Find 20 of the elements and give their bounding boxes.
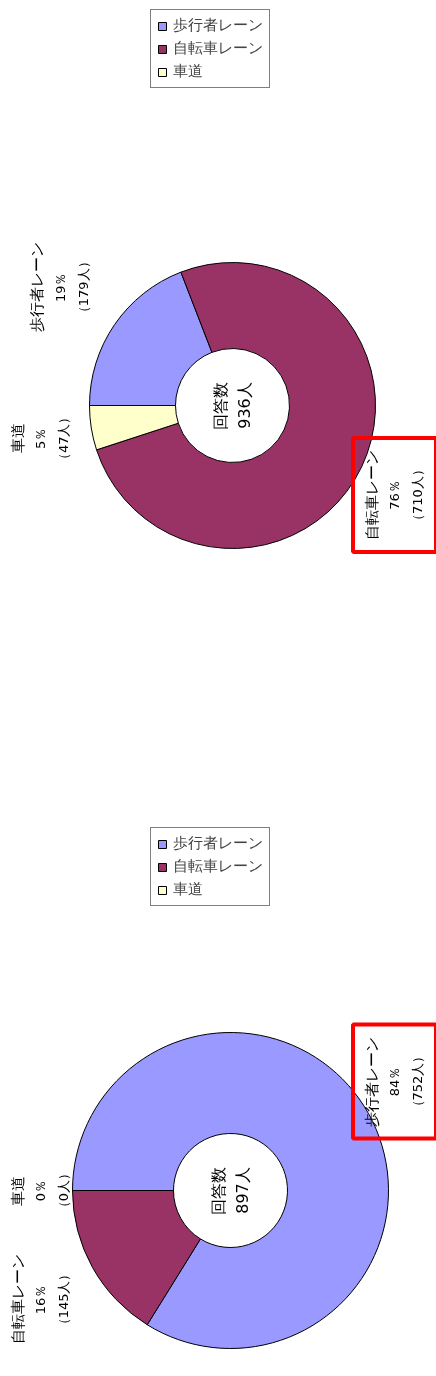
data-label: 16％（145人） (33, 1267, 71, 1332)
data-label: 19％（179人） (52, 255, 91, 320)
slice-label: 歩行者レーン (362, 1036, 381, 1127)
slice-label: 歩行者レーン (28, 242, 47, 333)
data-label: 5％（47人） (33, 410, 71, 467)
legend-label: 車道 (173, 880, 203, 899)
text: 0％（0人） (33, 1166, 71, 1215)
legend-label: 自転車レーン (173, 857, 263, 876)
legend-label: 歩行者レーン (173, 834, 263, 853)
text: 回答数 936人 (211, 381, 254, 430)
legend-label: 車道 (173, 62, 203, 81)
legend-label: 歩行者レーン (173, 16, 263, 35)
slice-label: 自転車レーン (8, 1254, 27, 1345)
slice-label: 車道 (8, 423, 27, 454)
legend-label: 自転車レーン (173, 39, 263, 58)
slice-label: 自転車レーン (362, 450, 381, 541)
data-label: 84％（752人） (387, 1049, 425, 1114)
text: 回答数 897人 (209, 1166, 252, 1215)
data-label: 76％（710人） (387, 463, 425, 527)
category-label: 車道 (8, 1175, 27, 1206)
